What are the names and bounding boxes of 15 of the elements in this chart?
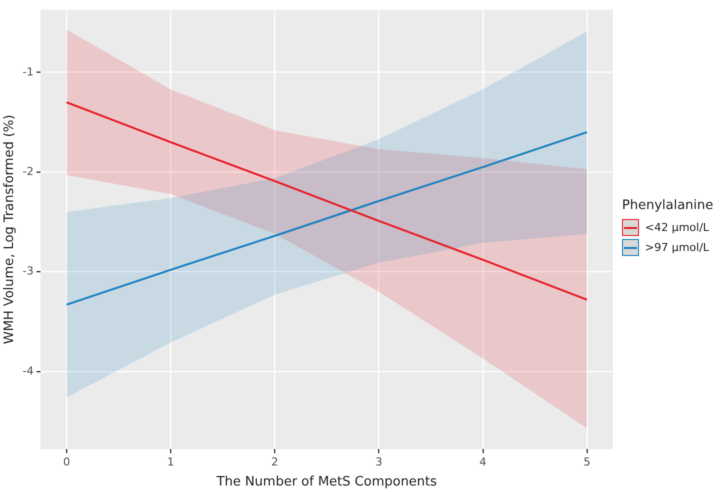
x-axis-title: The Number of MetS Components [216, 474, 438, 490]
legend-title: Phenylalanine [622, 198, 714, 213]
x-tick-label: 4 [479, 456, 486, 469]
x-tick-label: 3 [375, 456, 382, 469]
x-tick-label: 5 [583, 456, 590, 469]
x-tick-label: 0 [63, 456, 70, 469]
legend-label: >97 µmol/L [645, 241, 710, 254]
y-axis-title: WMH Volume, Log Transformed (%) [2, 114, 18, 344]
x-tick-label: 2 [271, 456, 278, 469]
x-tick-label: 1 [167, 456, 174, 469]
y-tick-label: -4 [22, 364, 34, 378]
legend-label: <42 µmol/L [645, 221, 710, 234]
y-tick-label: -1 [22, 65, 34, 78]
y-tick-label: -2 [22, 164, 34, 178]
y-tick-label: -3 [22, 264, 34, 278]
